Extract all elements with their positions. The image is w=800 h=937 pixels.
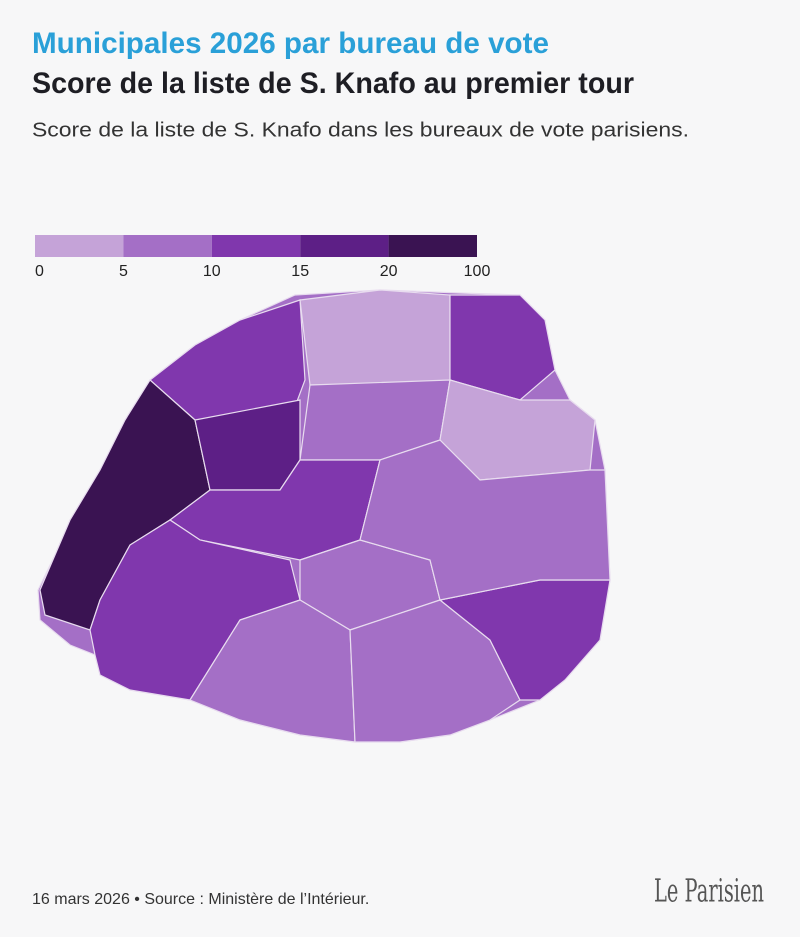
legend-tick-label: 100 <box>464 263 491 280</box>
district <box>359 439 611 601</box>
legend-swatch <box>388 235 477 257</box>
legend-tick-label: 15 <box>291 263 309 280</box>
title: Municipales 2026 par bureau de vote <box>32 27 549 60</box>
description: Score de la liste de S. Knafo dans les b… <box>32 119 689 141</box>
legend-tick-label: 5 <box>119 263 128 280</box>
logo: Le Parisien <box>654 872 764 910</box>
district <box>299 289 451 386</box>
source: 16 mars 2026 • Source : Ministère de l’I… <box>32 891 369 908</box>
legend-tick-label: 10 <box>203 263 221 280</box>
subtitle: Score de la liste de S. Knafo au premier… <box>32 67 634 100</box>
district <box>189 599 356 743</box>
legend-swatch <box>300 235 389 257</box>
legend: 0 5 10 15 20 100 <box>35 235 490 280</box>
legend-tick-label: 20 <box>380 263 398 280</box>
legend-swatch <box>211 235 301 257</box>
legend-swatch <box>35 235 124 257</box>
legend-swatch <box>123 235 212 257</box>
map <box>37 289 611 743</box>
legend-tick-label: 0 <box>35 263 44 280</box>
